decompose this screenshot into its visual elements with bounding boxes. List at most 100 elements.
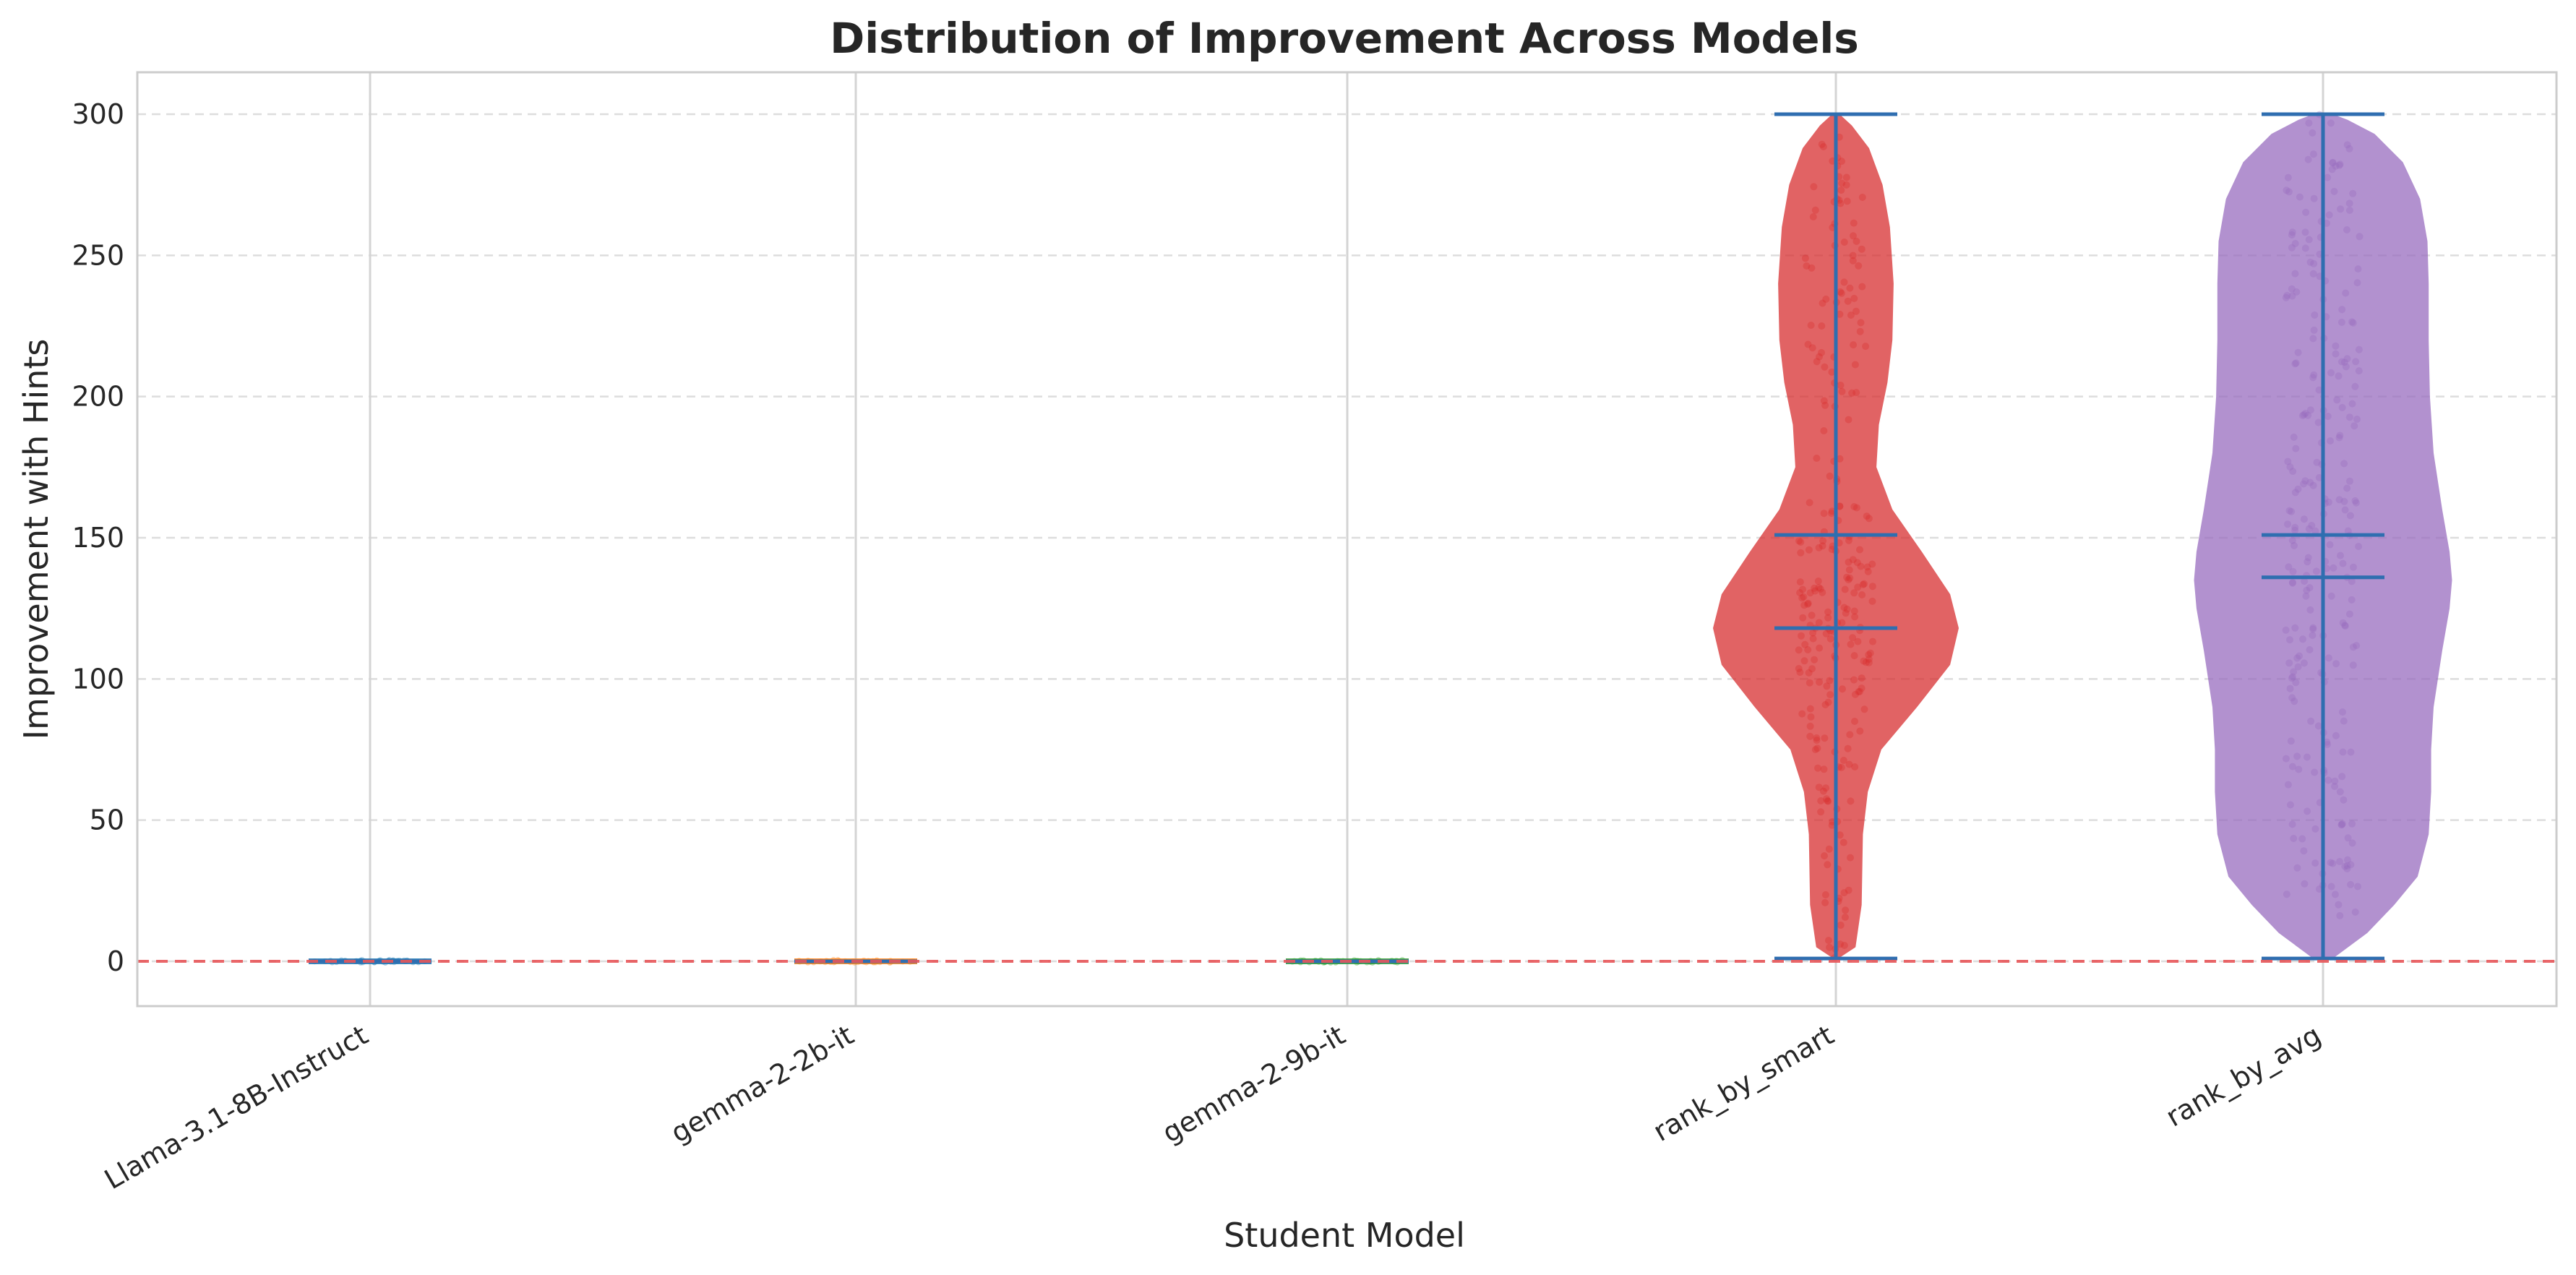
data-point: [2310, 194, 2318, 202]
data-point: [2296, 652, 2304, 660]
data-point: [2305, 525, 2313, 533]
data-point: [2335, 372, 2343, 380]
data-point: [2339, 708, 2346, 716]
data-point: [1852, 237, 1860, 245]
data-point: [2294, 348, 2302, 356]
data-point: [2309, 150, 2317, 158]
data-point: [1838, 179, 1846, 187]
data-point: [2337, 821, 2345, 829]
data-point: [1828, 821, 1836, 829]
data-point: [1869, 638, 1876, 645]
data-point: [1822, 295, 1830, 303]
data-point: [1808, 264, 1816, 272]
data-point: [2331, 890, 2339, 898]
data-point: [2324, 498, 2332, 506]
data-point: [1851, 718, 1858, 725]
data-point: [2288, 285, 2296, 293]
data-point: [2286, 684, 2294, 692]
data-point: [2352, 358, 2360, 366]
data-point: [1826, 472, 1834, 480]
data-point: [1820, 397, 1828, 405]
data-point: [2289, 673, 2296, 681]
data-point: [2306, 646, 2314, 653]
data-point: [2304, 554, 2312, 562]
data-point: [2305, 236, 2313, 244]
data-point: [1868, 560, 1876, 568]
data-point: [1840, 889, 1848, 897]
data-point: [1816, 644, 1824, 652]
data-point: [1837, 940, 1844, 948]
data-point: [2315, 473, 2323, 481]
data-point: [1839, 757, 1847, 764]
data-point: [1847, 797, 1855, 805]
data-point: [1822, 784, 1830, 792]
data-point: [1850, 589, 1858, 597]
data-point: [2291, 624, 2299, 632]
data-point: [1839, 685, 1846, 693]
data-point: [1868, 583, 1876, 591]
data-point: [1846, 284, 1854, 292]
data-point: [1841, 585, 1849, 593]
data-point: [1813, 358, 1821, 366]
data-point: [1841, 914, 1849, 921]
data-point: [1801, 640, 1809, 648]
data-point: [2329, 859, 2337, 867]
data-point: [2346, 512, 2354, 520]
data-point: [2341, 622, 2349, 630]
data-point: [2340, 359, 2348, 366]
data-point: [1860, 705, 1868, 713]
data-point: [1858, 674, 1866, 682]
data-point: [2314, 722, 2322, 730]
data-point: [2345, 413, 2353, 421]
data-point: [2310, 371, 2318, 379]
data-point: [1809, 213, 1817, 220]
data-point: [1850, 232, 1857, 240]
data-point: [1815, 583, 1823, 591]
data-point: [2287, 737, 2295, 745]
data-point: [1856, 727, 1864, 735]
data-point: [2285, 507, 2293, 515]
data-point: [1821, 852, 1828, 860]
data-point: [1859, 580, 1867, 588]
data-point: [1826, 943, 1834, 951]
data-point: [1842, 181, 1850, 189]
data-point: [1862, 343, 1870, 351]
data-point: [1813, 744, 1821, 752]
data-point: [1823, 795, 1830, 803]
data-point: [2300, 847, 2308, 855]
data-point: [2291, 270, 2299, 278]
data-point: [1842, 906, 1850, 914]
data-point: [1806, 589, 1814, 597]
data-point: [2306, 606, 2314, 614]
data-point: [2355, 345, 2363, 353]
data-point: [1820, 427, 1828, 434]
data-point: [2338, 403, 2346, 411]
data-point: [1837, 922, 1845, 929]
data-point: [1804, 646, 1812, 653]
data-point: [1808, 611, 1816, 619]
data-point: [1806, 705, 1814, 713]
data-point: [1837, 199, 1845, 207]
data-point: [2327, 437, 2334, 445]
data-point: [1824, 608, 1832, 616]
data-point: [2289, 468, 2297, 476]
data-point: [1807, 713, 1815, 721]
data-point: [2300, 515, 2308, 523]
data-point: [1816, 353, 1823, 361]
data-point: [2354, 883, 2361, 890]
data-point: [2332, 162, 2340, 170]
data-point: [2314, 418, 2322, 426]
chart-title: Distribution of Improvement Across Model…: [830, 14, 1859, 63]
data-point: [1863, 563, 1871, 571]
data-point: [2304, 155, 2312, 163]
data-point: [2301, 578, 2309, 585]
data-point: [1798, 594, 1806, 602]
data-point: [1811, 584, 1819, 592]
data-point: [1838, 387, 1846, 395]
data-point: [1850, 219, 1858, 227]
data-point: [2300, 480, 2308, 488]
data-point: [1836, 310, 1844, 318]
data-point: [2288, 578, 2296, 586]
data-point: [1856, 546, 1863, 554]
data-point: [1806, 732, 1814, 740]
